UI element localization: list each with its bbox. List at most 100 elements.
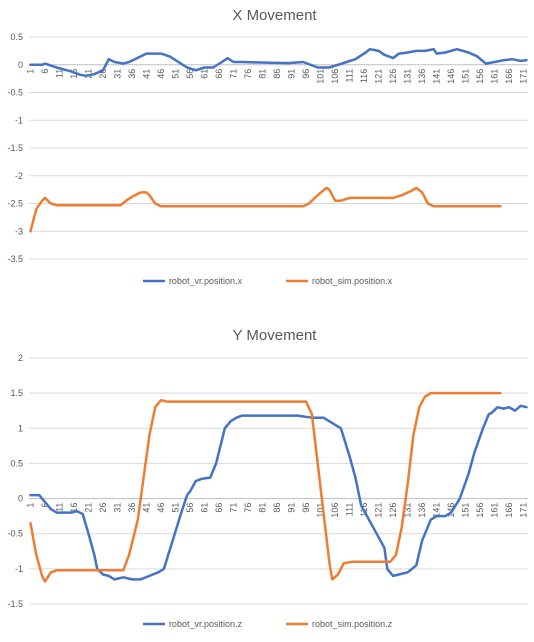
x-tick-label: 41: [141, 69, 151, 79]
x-tick-label: 26: [98, 503, 108, 513]
x-tick-label: 46: [156, 503, 166, 513]
x-tick-label: 41: [141, 503, 151, 513]
y-tick-label: 1: [18, 423, 23, 433]
x-tick-label: 131: [403, 69, 413, 84]
x-tick-label: 131: [403, 503, 413, 518]
x-tick-label: 96: [301, 69, 311, 79]
x-tick-label: 166: [504, 503, 514, 518]
x-tick-label: 36: [127, 69, 137, 79]
x-tick-label: 51: [171, 69, 181, 79]
x-tick-label: 81: [258, 69, 268, 79]
legend-label: robot_sim.position.x: [312, 276, 393, 286]
x-tick-label: 116: [359, 69, 369, 83]
x-tick-label: 121: [374, 69, 384, 84]
series-line-1: [29, 47, 528, 78]
x-tick-label: 36: [127, 503, 137, 513]
x-tick-label: 156: [475, 69, 485, 84]
x-tick-label: 121: [374, 503, 384, 518]
x-tick-label: 46: [156, 69, 166, 79]
y-tick-label: -1.5: [7, 599, 23, 609]
y-tick-label: -1: [15, 115, 23, 125]
x-tick-label: 151: [461, 69, 471, 84]
x-tick-label: 161: [490, 69, 500, 84]
legend-item: robot_vr.position.x: [142, 276, 242, 286]
x-tick-label: 136: [417, 503, 427, 518]
x-tick-label: 1: [25, 503, 35, 508]
x-tick-label: 16: [69, 503, 79, 513]
x-tick-label: 56: [185, 69, 195, 79]
legend-label: robot_vr.position.z: [169, 619, 243, 629]
y-tick-label: -0.5: [7, 529, 23, 539]
x-tick-label: 126: [388, 503, 398, 518]
x-tick-label: 86: [272, 69, 282, 79]
x-tick-label: 106: [330, 69, 340, 84]
x-tick-label: 71: [229, 503, 239, 513]
x-tick-label: 171: [519, 69, 529, 84]
y-tick-label: -1.5: [7, 143, 23, 153]
y-tick-label: -3: [15, 226, 23, 236]
series-line-1: [29, 404, 528, 581]
y-tick-label: -0.5: [7, 88, 23, 98]
x-tick-label: 21: [83, 69, 93, 79]
series-line-2: [29, 186, 502, 233]
x-tick-label: 66: [214, 503, 224, 513]
x-tick-label: 91: [287, 69, 297, 79]
x-tick-label: 136: [417, 69, 427, 84]
x-tick-label: 146: [446, 69, 456, 84]
x-tick-label: 156: [475, 503, 485, 518]
x-tick-label: 6: [40, 69, 50, 74]
y-tick-label: 2: [18, 353, 23, 363]
y-tick-label: 0.5: [10, 458, 23, 468]
legend-item: robot_sim.position.z: [286, 619, 393, 629]
x-tick-label: 61: [200, 69, 210, 79]
x-tick-label: 146: [446, 503, 456, 518]
x-tick-label: 61: [200, 503, 210, 513]
y-tick-label: 0.5: [10, 32, 23, 42]
x-tick-label: 76: [243, 69, 253, 79]
x-tick-label: 71: [229, 69, 239, 79]
x-tick-label: 76: [243, 503, 253, 513]
x-tick-label: 101: [316, 503, 326, 518]
x-tick-label: 1: [25, 69, 35, 74]
x-tick-label: 166: [504, 69, 514, 84]
y-tick-label: 0: [18, 494, 23, 504]
x-tick-label: 141: [432, 69, 442, 84]
x-tick-label: 86: [272, 503, 282, 513]
x-tick-label: 171: [519, 503, 529, 518]
y-tick-label: -1: [15, 564, 23, 574]
y-tick-label: 0: [18, 60, 23, 70]
legend-item: robot_vr.position.z: [142, 619, 243, 629]
x-tick-label: 111: [345, 69, 355, 83]
x-tick-label: 31: [112, 503, 122, 513]
x-tick-label: 11: [54, 69, 64, 78]
x-tick-label: 31: [112, 69, 122, 79]
x-tick-label: 26: [98, 69, 108, 79]
chart-title: Y Movement: [233, 327, 318, 344]
x-tick-label: 126: [388, 69, 398, 84]
x-tick-label: 91: [287, 503, 297, 513]
series-line-2: [29, 391, 502, 583]
y-tick-label: -3.5: [7, 254, 23, 264]
y-tick-label: -2: [15, 171, 23, 181]
x-tick-label: 161: [490, 503, 500, 518]
chart-title: X Movement: [232, 7, 317, 24]
x-tick-label: 111: [345, 503, 355, 517]
legend-item: robot_sim.position.x: [286, 276, 393, 286]
x-tick-label: 141: [432, 503, 442, 518]
x-tick-label: 106: [330, 503, 340, 518]
y-tick-label: 1.5: [10, 388, 23, 398]
x-tick-label: 66: [214, 69, 224, 79]
x-tick-label: 81: [258, 503, 268, 513]
x-tick-label: 11: [54, 503, 64, 512]
x-tick-label: 56: [185, 503, 195, 513]
x-tick-label: 6: [40, 503, 50, 508]
x-tick-label: 21: [83, 503, 93, 513]
x-tick-label: 151: [461, 503, 471, 518]
y-tick-label: -2.5: [7, 199, 23, 209]
legend-label: robot_sim.position.z: [312, 619, 393, 629]
x-tick-label: 96: [301, 503, 311, 513]
